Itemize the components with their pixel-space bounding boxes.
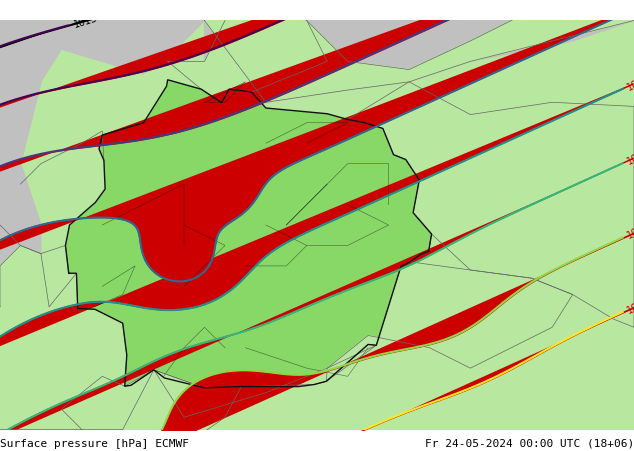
Polygon shape: [327, 235, 573, 382]
Polygon shape: [205, 0, 634, 103]
Text: Fr 24-05-2024 00:00 UTC (18+06): Fr 24-05-2024 00:00 UTC (18+06): [425, 438, 634, 448]
Polygon shape: [61, 370, 242, 450]
Text: 1015: 1015: [460, 0, 486, 19]
Polygon shape: [0, 246, 154, 429]
Polygon shape: [0, 22, 61, 226]
Text: 1014: 1014: [319, 0, 346, 9]
Polygon shape: [154, 345, 377, 417]
Text: 1017: 1017: [626, 72, 634, 92]
Text: 1013: 1013: [72, 13, 98, 30]
Text: 1019: 1019: [626, 221, 634, 240]
Polygon shape: [168, 0, 327, 103]
Text: 1016: 1016: [626, 0, 634, 18]
Text: Surface pressure [hPa] ECMWF: Surface pressure [hPa] ECMWF: [0, 438, 189, 448]
Polygon shape: [0, 22, 205, 74]
Polygon shape: [347, 83, 634, 327]
Polygon shape: [65, 81, 432, 388]
Polygon shape: [0, 22, 41, 429]
Polygon shape: [205, 0, 634, 103]
Text: 1018: 1018: [626, 147, 634, 166]
Text: 1020: 1020: [626, 295, 634, 315]
